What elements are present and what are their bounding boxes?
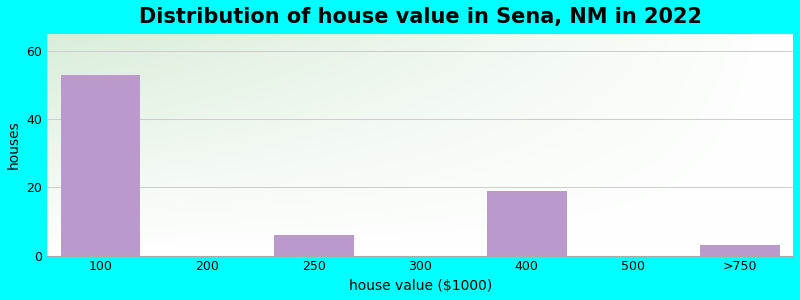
Title: Distribution of house value in Sena, NM in 2022: Distribution of house value in Sena, NM … bbox=[138, 7, 702, 27]
X-axis label: house value ($1000): house value ($1000) bbox=[349, 279, 492, 293]
Bar bbox=[274, 235, 354, 256]
Y-axis label: houses: houses bbox=[7, 121, 21, 169]
Bar bbox=[61, 75, 141, 256]
Bar bbox=[486, 191, 566, 256]
Bar bbox=[700, 245, 780, 256]
